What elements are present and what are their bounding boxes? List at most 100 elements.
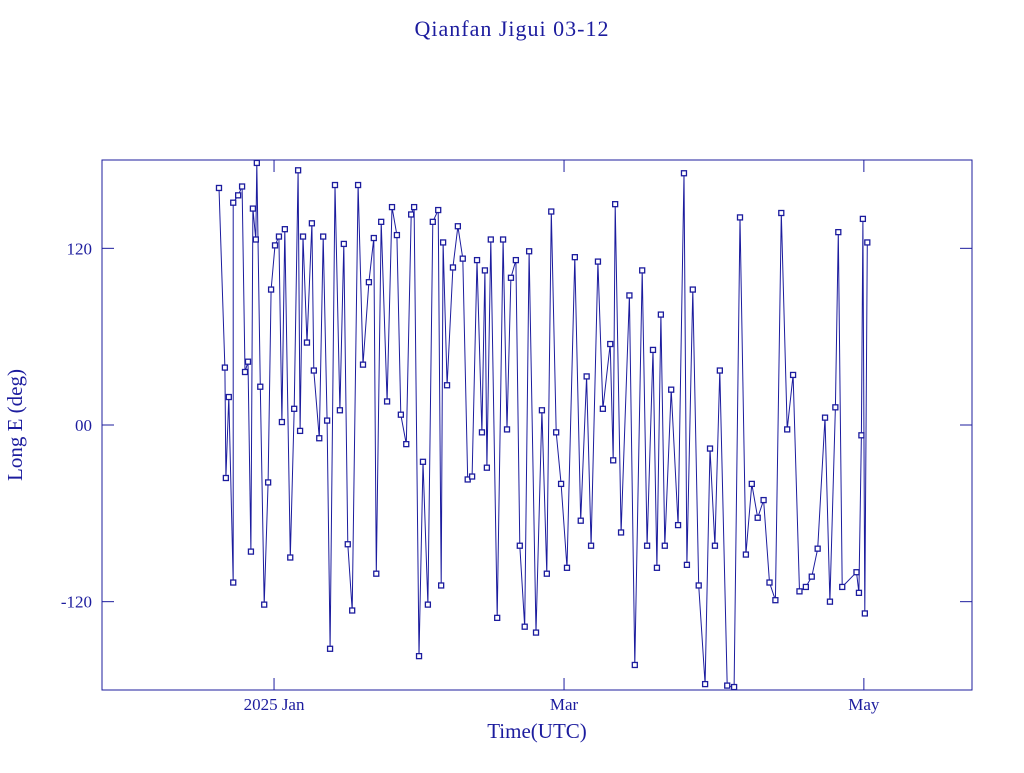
data-point (454, 223, 462, 230)
data-point (499, 236, 507, 243)
data-point (494, 614, 501, 622)
data-point (653, 564, 661, 571)
data-point (215, 184, 223, 192)
data-point (388, 203, 396, 211)
data-point (397, 411, 404, 418)
data-point (577, 517, 584, 524)
data-line (218, 162, 868, 688)
data-point (221, 364, 229, 371)
data-point (287, 554, 294, 561)
data-point (473, 256, 481, 264)
data-point (378, 218, 385, 225)
data-point (483, 464, 491, 471)
data-point (802, 583, 810, 591)
data-point (336, 407, 344, 414)
data-point (730, 683, 738, 690)
data-point (587, 542, 595, 549)
data-point (832, 404, 839, 411)
chart-title: Qianfan Jigui 03-12 (415, 16, 610, 41)
data-point (689, 286, 696, 293)
data-point (439, 239, 447, 246)
data-point (424, 601, 432, 608)
data-point (468, 473, 476, 480)
data-point (855, 589, 863, 596)
data-point (241, 368, 249, 376)
data-point (230, 579, 237, 586)
data-point (557, 480, 565, 488)
data-point (294, 167, 302, 174)
x-tick-label: 2025 Jan (244, 695, 305, 714)
data-point (225, 393, 232, 401)
data-point (701, 680, 709, 688)
data-point (487, 236, 494, 243)
data-point (680, 170, 688, 177)
y-tick-label: 00 (75, 416, 92, 435)
data-point (610, 457, 617, 464)
data-point (340, 240, 347, 248)
data-point (532, 629, 540, 636)
data-point (649, 346, 657, 354)
x-tick-label: Mar (550, 695, 579, 714)
data-point (308, 220, 316, 227)
data-point (359, 361, 367, 368)
data-point (674, 521, 682, 529)
data-point (808, 573, 815, 580)
data-point (275, 233, 283, 240)
data-point (252, 236, 259, 243)
data-point (607, 340, 614, 348)
data-point (310, 367, 317, 374)
data-point (512, 256, 520, 264)
data-point (261, 601, 268, 608)
data-point (481, 267, 489, 274)
data-point (419, 458, 427, 465)
data-point (706, 445, 714, 452)
data-point (370, 234, 377, 242)
data-point (230, 199, 237, 206)
data-point (639, 267, 646, 274)
data-point (238, 183, 246, 190)
data-point (408, 211, 415, 218)
data-point (864, 239, 871, 246)
data-point (296, 427, 304, 435)
data-point (742, 551, 750, 558)
data-point (760, 496, 767, 504)
data-point (657, 311, 665, 318)
data-point (814, 545, 821, 552)
data-point (247, 548, 255, 555)
data-point (821, 414, 829, 421)
data-point (271, 242, 279, 249)
data-point (316, 435, 323, 442)
data-point (383, 398, 391, 405)
data-point (410, 203, 418, 211)
data-point (571, 254, 578, 261)
x-axis-label: Time(UTC) (487, 719, 587, 743)
data-point (235, 192, 242, 199)
data-point (503, 426, 511, 433)
data-point (711, 542, 719, 549)
data-point (626, 292, 633, 299)
data-point (278, 418, 286, 426)
data-point (612, 201, 619, 208)
data-point (599, 405, 607, 412)
data-point (861, 610, 868, 617)
data-point (299, 233, 307, 240)
data-point (443, 382, 451, 389)
data-point (766, 579, 773, 586)
data-point (683, 561, 691, 569)
data-point (291, 405, 298, 412)
data-point (521, 623, 528, 630)
plot-area (215, 160, 871, 690)
data-point (507, 274, 515, 281)
data-point (617, 529, 625, 536)
data-point (778, 209, 785, 217)
data-point (724, 682, 731, 689)
data-point (438, 582, 445, 589)
data-point (429, 218, 436, 225)
data-point (323, 417, 331, 424)
data-point (516, 542, 523, 549)
data-point (459, 255, 466, 262)
data-point (344, 541, 351, 548)
data-point (716, 367, 723, 374)
data-point (858, 432, 865, 439)
